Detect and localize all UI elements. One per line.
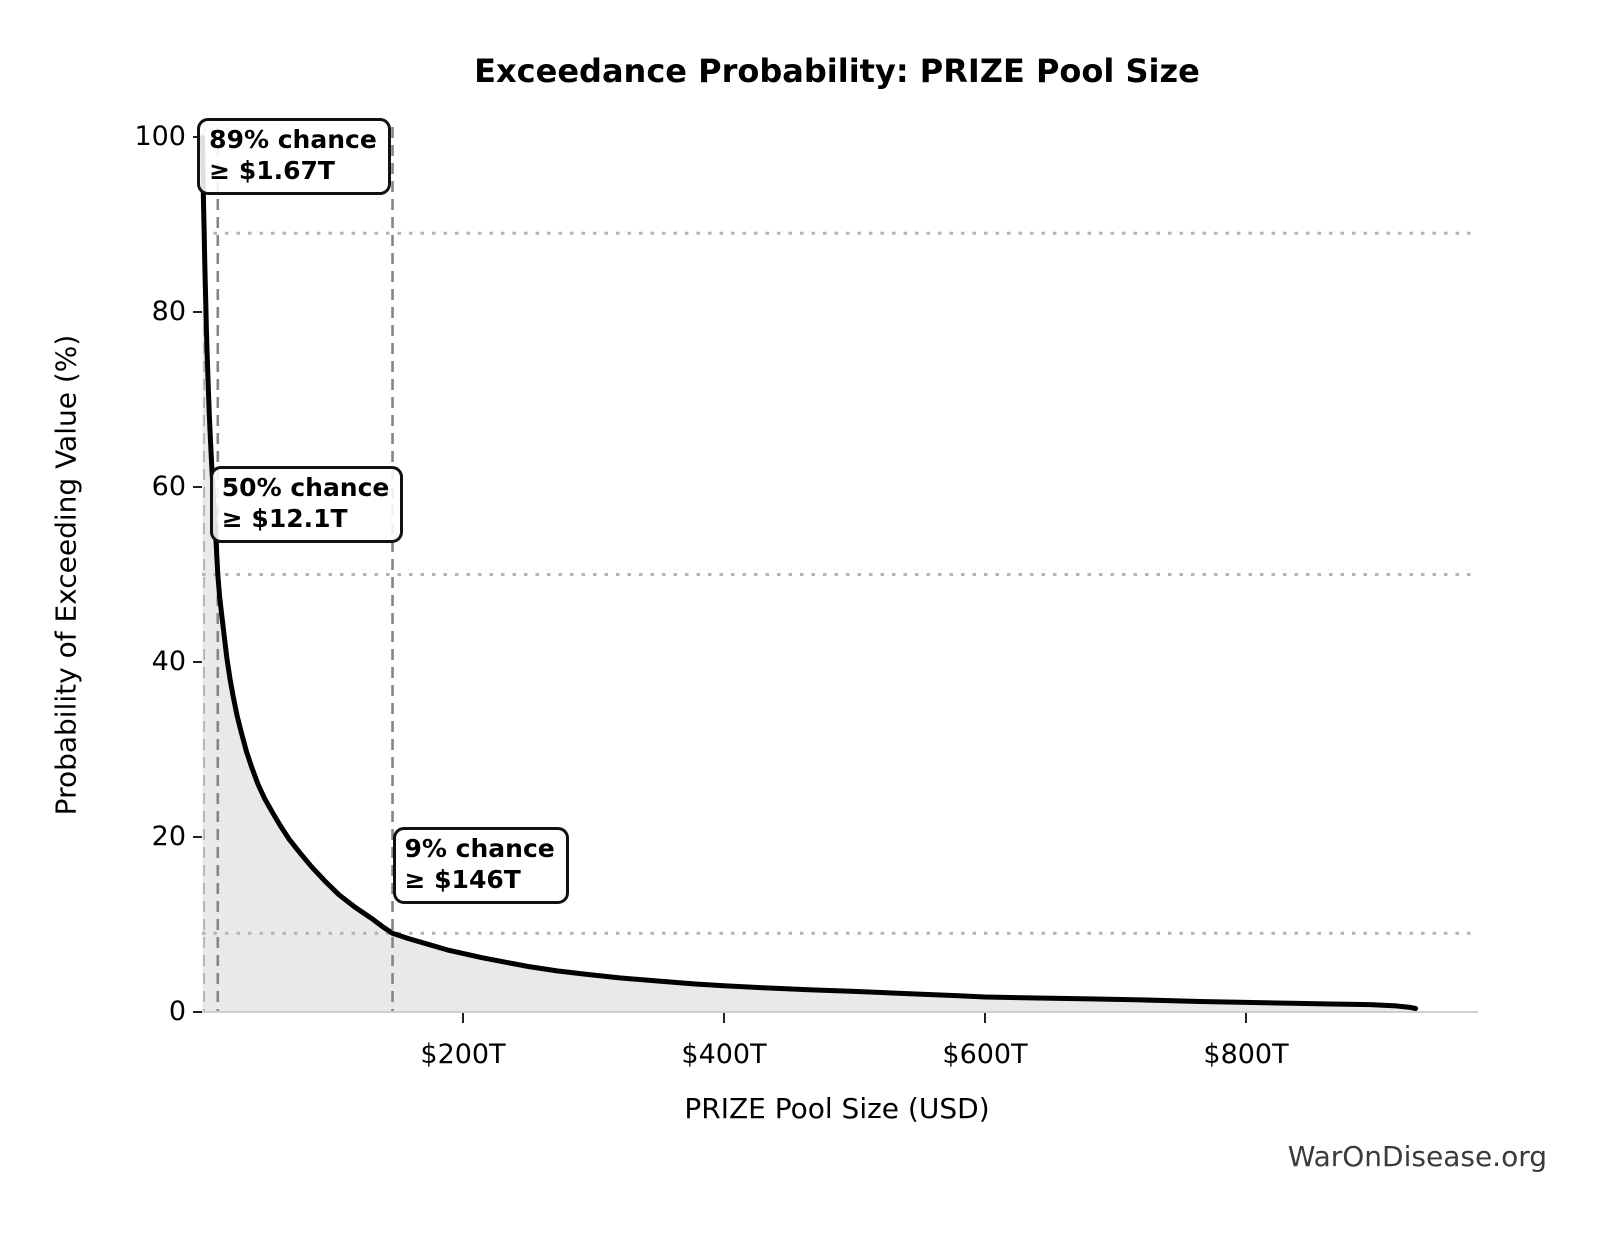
y-tick-label-100: 100 (134, 121, 186, 152)
annotation-89pct-line2: ≥ $1.67T (209, 156, 335, 185)
area-fill (202, 137, 1416, 1012)
annotation-50pct: 50% chance ≥ $12.1T (209, 466, 404, 543)
y-tick-label-60: 60 (151, 471, 186, 502)
y-tick-label-80: 80 (151, 296, 186, 327)
annotation-89pct-line1: 89% chance (209, 125, 377, 154)
annotation-89pct: 89% chance ≥ $1.67T (197, 118, 391, 195)
x-tick-label-600T: $600T (942, 1039, 1028, 1070)
annotation-50pct-line1: 50% chance (221, 473, 390, 502)
y-tick-label-0: 0 (168, 996, 186, 1027)
watermark-source: WarOnDisease.org (1287, 1140, 1547, 1173)
annotation-9pct: 9% chance ≥ $146T (392, 827, 569, 904)
y-tick-label-20: 20 (151, 821, 186, 852)
y-axis-label: Probability of Exceeding Value (%) (49, 334, 83, 816)
annotation-50pct-line2: ≥ $12.1T (221, 504, 348, 533)
x-tick-label-800T: $800T (1203, 1039, 1289, 1070)
x-tick-label-200T: $200T (420, 1039, 506, 1070)
x-axis-label: PRIZE Pool Size (USD) (684, 1092, 990, 1125)
chart-title: Exceedance Probability: PRIZE Pool Size (474, 52, 1200, 90)
annotation-9pct-line1: 9% chance (404, 834, 555, 863)
y-tick-label-40: 40 (151, 646, 186, 677)
annotation-9pct-line2: ≥ $146T (404, 865, 521, 894)
exceedance-curve (200, 134, 1419, 1011)
x-tick-label-400T: $400T (681, 1039, 767, 1070)
